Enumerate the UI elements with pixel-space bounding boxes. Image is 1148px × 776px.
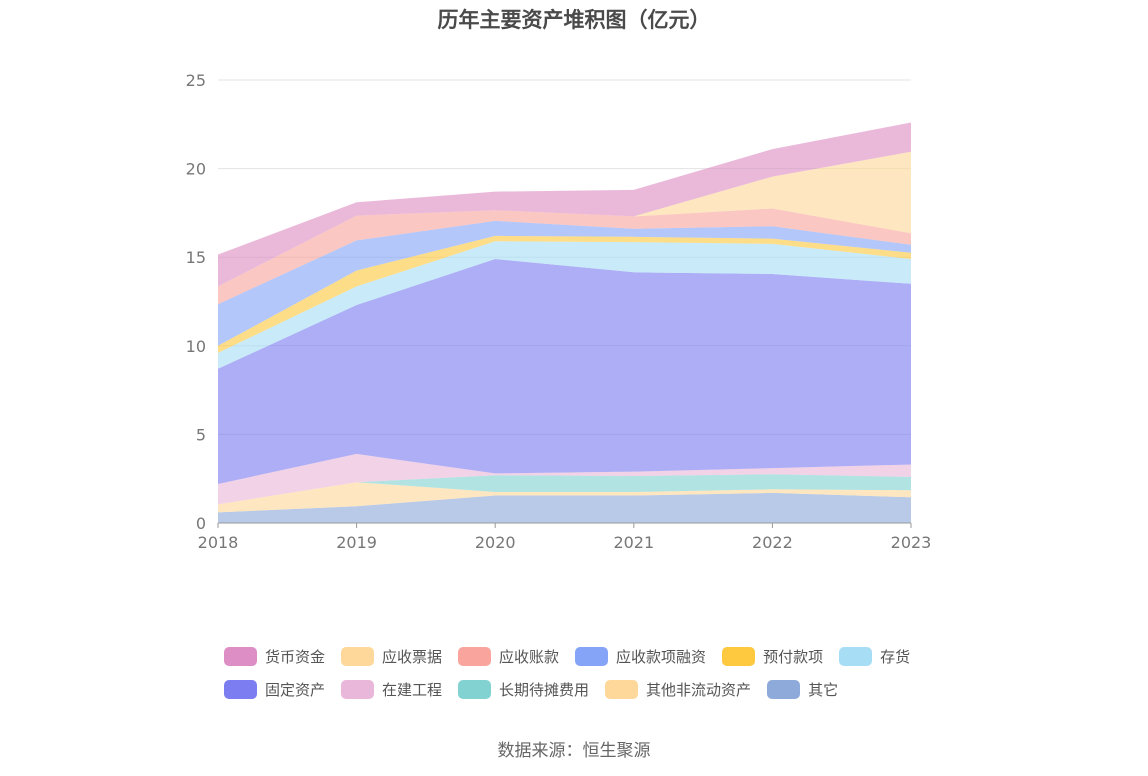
series-area-9 [218,151,911,287]
legend-swatch [605,680,639,699]
legend-swatch [341,680,375,699]
legend-label: 存货 [880,648,911,666]
legend-row: 固定资产 在建工程 长期待摊费用 其他非流动资产 其它 [224,673,944,706]
y-tick-label: 25 [186,71,206,90]
legend-label: 在建工程 [382,681,443,699]
chart-title: 历年主要资产堆积图（亿元） [437,8,711,32]
y-tick-label: 15 [186,248,206,267]
series-area-7 [218,220,911,346]
series-area-5 [218,241,911,369]
series-area-3 [218,453,911,505]
legend-item[interactable]: 长期待摊费用 [458,679,589,700]
legend-item[interactable]: 应收票据 [341,646,442,667]
legend-swatch [575,647,609,666]
legend-item[interactable]: 固定资产 [224,679,325,700]
legend-item[interactable]: 应收账款 [458,646,559,667]
x-tick-label: 2022 [752,533,793,552]
y-tick-label: 0 [196,514,206,533]
legend-swatch [458,647,492,666]
legend-swatch [224,680,257,699]
legend-item[interactable]: 存货 [839,646,910,667]
legend-swatch [722,647,756,666]
data-source-note: 数据来源：恒生聚源 [497,741,651,761]
legend-swatch [341,647,375,666]
legend-label: 应收票据 [382,648,443,666]
series-area-2 [218,474,911,505]
legend-row: 货币资金 应收票据 应收账款 应收款项融资 预付款项 存货 [224,640,944,673]
x-tick-label: 2021 [613,533,654,552]
x-tick-label: 2018 [198,533,239,552]
series-area-10 [218,122,911,287]
series-area-6 [218,235,911,353]
legend-item[interactable]: 其它 [767,679,838,700]
legend-item[interactable]: 应收款项融资 [575,646,706,667]
legend-label: 其他非流动资产 [646,681,752,699]
series-area-8 [218,208,911,305]
legend-swatch [224,647,257,666]
legend-label: 其它 [808,681,839,699]
x-tick-label: 2023 [891,533,932,552]
legend-label: 长期待摊费用 [499,681,590,699]
legend-item[interactable]: 其他非流动资产 [605,679,751,700]
legend-swatch [767,680,801,699]
legend-label: 预付款项 [763,648,824,666]
series-area-4 [218,259,911,484]
series-area-0 [218,492,911,523]
legend-item[interactable]: 预付款项 [722,646,823,667]
legend-label: 货币资金 [265,648,326,666]
legend-label: 固定资产 [265,681,326,699]
series-area-1 [218,482,911,513]
y-tick-label: 10 [186,337,206,356]
legend-swatch [458,680,492,699]
legend-swatch [839,647,873,666]
x-tick-label: 2020 [475,533,516,552]
legend-item[interactable]: 在建工程 [341,679,442,700]
legend-label: 应收款项融资 [616,648,707,666]
y-tick-label: 20 [186,160,206,179]
x-tick-label: 2019 [336,533,377,552]
legend: 货币资金 应收票据 应收账款 应收款项融资 预付款项 存货固定资产 在建工程 长期待摊费用 其他… [224,640,944,706]
y-tick-label: 5 [196,425,206,444]
legend-label: 应收账款 [499,648,560,666]
legend-item[interactable]: 货币资金 [224,646,325,667]
stacked-area-chart: 0 5 10 15 20 25 2018 2019 2020 2021 2022 2023 [186,71,932,552]
